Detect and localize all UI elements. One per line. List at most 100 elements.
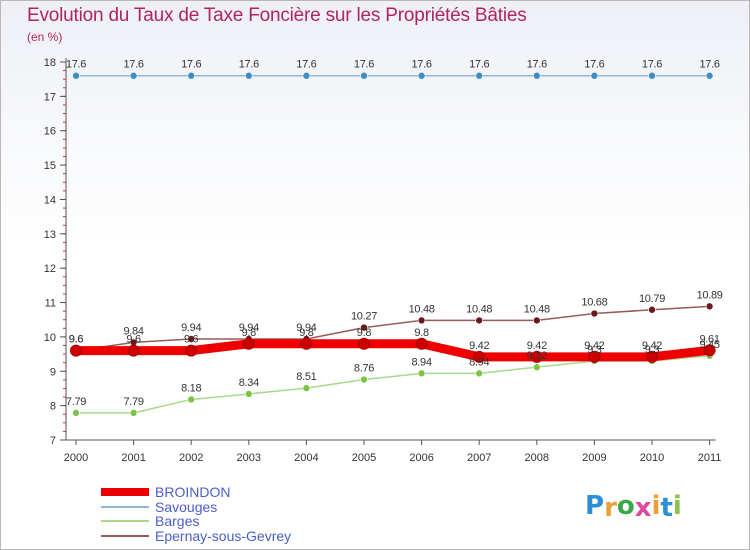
data-label-broindon: 9.8 (357, 327, 372, 339)
legend-label: Barges (155, 513, 200, 529)
data-label-epernay-sous-gevrey: 10.48 (466, 303, 492, 315)
data-point-savouges (72, 71, 80, 80)
logo-letter: i (672, 491, 682, 521)
data-label-savouges: 17.6 (411, 59, 431, 71)
y-tick-label: 7 (50, 435, 56, 447)
chart-title: Evolution du Taux de Taxe Foncière sur l… (27, 5, 527, 26)
data-label-epernay-sous-gevrey: 9.94 (181, 322, 201, 334)
logo-letter: r (604, 493, 617, 523)
data-label-broindon: 9.8 (299, 327, 314, 339)
data-label-barges: 8.18 (181, 382, 201, 394)
data-label-barges: 8.94 (411, 356, 431, 368)
y-tick-label: 15 (44, 160, 56, 172)
y-unit-label: (en %) (27, 30, 63, 44)
data-label-epernay-sous-gevrey: 9.94 (239, 322, 259, 334)
data-point-broindon (415, 337, 428, 350)
x-tick-label: 2007 (467, 452, 491, 464)
legend-label: Savouges (155, 498, 218, 515)
data-point-epernay-sous-gevrey (417, 316, 426, 325)
data-point-broindon (646, 350, 658, 363)
data-point-epernay-sous-gevrey (360, 323, 368, 332)
data-label-epernay-sous-gevrey: 9.6 (69, 334, 84, 346)
data-label-barges: 7.79 (66, 396, 86, 408)
data-point-epernay-sous-gevrey (648, 305, 656, 314)
data-label-epernay-sous-gevrey: 10.68 (581, 297, 607, 309)
data-label-savouges: 17.6 (123, 59, 143, 71)
data-label-broindon: 9.6 (126, 334, 141, 346)
data-point-barges (475, 369, 484, 378)
data-point-epernay-sous-gevrey (532, 316, 541, 325)
data-point-savouges (187, 71, 195, 80)
data-point-savouges (417, 71, 426, 80)
data-point-savouges (475, 71, 484, 80)
y-tick-label: 8 (50, 401, 56, 413)
data-point-broindon (70, 344, 82, 357)
legend-swatch-broindon (101, 488, 149, 497)
data-label-barges: 7.79 (123, 396, 143, 408)
data-label-savouges: 17.6 (527, 59, 547, 71)
y-tick-label: 17 (44, 91, 56, 103)
logo-letter: P (585, 491, 605, 521)
data-point-epernay-sous-gevrey (590, 309, 599, 318)
data-label-savouges: 17.6 (584, 59, 604, 71)
legend-label: Epernay-sous-Gevrey (155, 527, 292, 544)
data-point-barges (187, 395, 195, 404)
y-tick-label: 12 (44, 263, 56, 275)
proxiti-logo: Proxiti (585, 491, 682, 523)
y-tick-label: 10 (44, 332, 56, 344)
x-tick-label: 2000 (64, 452, 88, 464)
data-label-barges: 8.34 (239, 377, 259, 389)
x-tick-label: 2005 (352, 452, 376, 464)
x-tick-label: 2009 (582, 452, 606, 464)
data-label-broindon: 9.42 (584, 340, 604, 352)
logo-letter: i (651, 491, 661, 521)
x-tick-label: 2001 (121, 452, 145, 464)
data-point-barges (360, 375, 368, 384)
x-tick-label: 2010 (640, 452, 664, 464)
data-point-savouges (360, 71, 368, 80)
data-labels: 17.6 17.6 17.6 17.6 17.6 17.6 17.6 17.6 17.6 17.6… (66, 59, 723, 408)
data-point-savouges (129, 71, 138, 80)
data-label-broindon: 9.42 (469, 340, 489, 352)
data-label-barges: 9.12 (527, 350, 547, 362)
series-line-epernay-sous-gevrey (75, 305, 711, 352)
data-label-barges: 9.45 (699, 339, 719, 351)
logo-letter: o (616, 491, 635, 521)
data-point-barges (302, 384, 311, 392)
x-tick-label: 2004 (294, 452, 318, 464)
x-tick-label: 2011 (698, 452, 722, 464)
data-label-broindon: 9.42 (527, 340, 547, 352)
data-label-savouges: 17.6 (469, 59, 489, 71)
data-point-broindon (300, 337, 313, 350)
data-point-savouges (705, 71, 714, 80)
data-label-savouges: 17.6 (239, 59, 259, 71)
logo-letter: t (660, 493, 673, 523)
x-tick-label: 2002 (179, 452, 203, 464)
data-point-barges (417, 369, 426, 378)
data-point-epernay-sous-gevrey (705, 302, 714, 311)
data-point-savouges (648, 71, 656, 80)
legend-swatch-barges (101, 520, 149, 523)
data-label-barges: 8.94 (469, 356, 489, 368)
data-label-epernay-sous-gevrey: 9.84 (123, 325, 143, 337)
data-point-broindon (473, 350, 486, 363)
x-tick-label: 2008 (525, 452, 549, 464)
data-point-savouges (590, 71, 599, 80)
data-label-savouges: 17.6 (181, 59, 201, 71)
x-tick-label: 2006 (409, 452, 433, 464)
y-tick-label: 13 (44, 229, 56, 241)
data-point-barges (129, 409, 138, 417)
data-point-broindon (242, 337, 255, 350)
data-point-broindon (185, 344, 198, 357)
data-point-broindon (127, 344, 140, 357)
data-label-barges: 8.76 (354, 363, 374, 375)
y-tick-label: 14 (44, 194, 56, 206)
data-label-broindon: 9.6 (184, 334, 199, 346)
y-tick-label: 16 (44, 126, 56, 138)
logo-letter: x (634, 493, 652, 523)
data-point-broindon (588, 350, 601, 363)
data-label-savouges: 17.6 (66, 59, 86, 71)
data-label-epernay-sous-gevrey: 10.79 (639, 293, 665, 305)
